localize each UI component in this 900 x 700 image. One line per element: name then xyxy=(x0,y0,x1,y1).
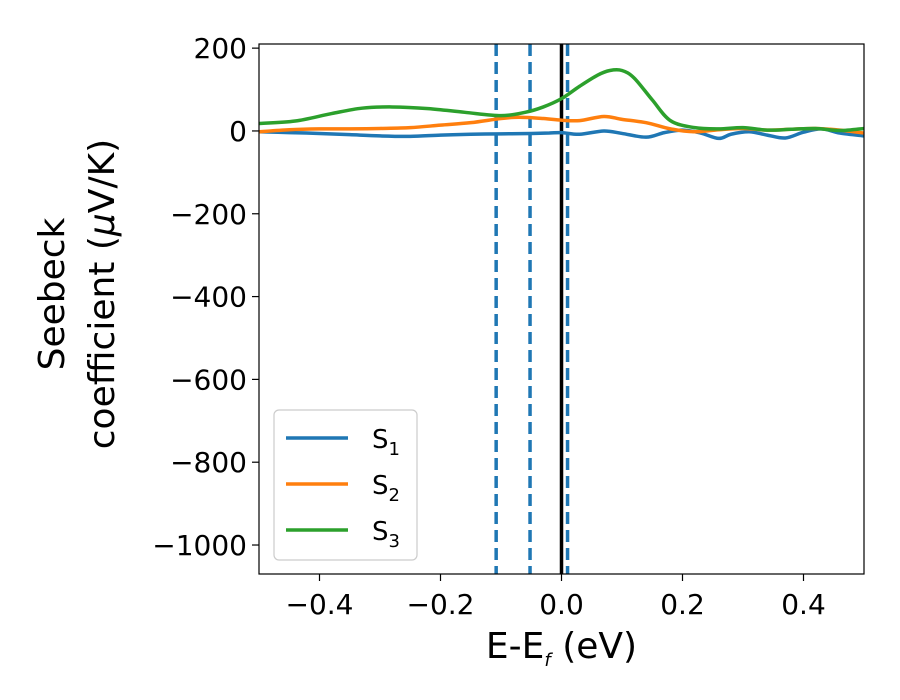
y-tick-label: −1000 xyxy=(152,529,247,562)
y-tick-label: −800 xyxy=(170,446,247,479)
series-lines xyxy=(259,68,864,141)
legend-label-s3: S3 xyxy=(372,517,400,552)
series-line-s1 xyxy=(259,127,864,141)
x-tick-label: −0.2 xyxy=(407,588,475,621)
x-tick-label: 0.0 xyxy=(539,588,584,621)
x-axis-label-sub: f xyxy=(544,650,553,671)
x-axis-label-tail: (eV) xyxy=(551,626,637,667)
y-tick-label: −200 xyxy=(170,198,247,231)
y-tick-label: 200 xyxy=(194,32,247,65)
y-axis-label-prefix: coefficient ( xyxy=(82,236,123,449)
legend-label-sub: 3 xyxy=(389,531,400,552)
legend-label-s2: S2 xyxy=(372,471,400,506)
y-axis-ticks: 200 0 −200 −400 −600 −800 −1000 xyxy=(152,32,259,562)
y-axis-label: Seebeck coefficient (μV/K) xyxy=(32,139,123,449)
legend-label-main: S xyxy=(372,517,389,547)
legend-label-sub: 2 xyxy=(389,485,400,506)
y-axis-label-line1: Seebeck xyxy=(32,217,73,370)
legend-label-sub: 1 xyxy=(389,439,400,460)
x-axis-label: E-Ef (eV) xyxy=(486,626,637,671)
y-tick-label: −400 xyxy=(170,281,247,314)
y-tick-label: 0 xyxy=(229,115,247,148)
x-axis-label-main: E-E xyxy=(486,626,544,667)
legend-label-main: S xyxy=(372,425,389,455)
x-tick-label: 0.4 xyxy=(781,588,826,621)
series-line-s3 xyxy=(259,68,864,133)
x-axis-ticks: −0.4 −0.2 0.0 0.2 0.4 xyxy=(286,574,826,621)
x-tick-label: −0.4 xyxy=(286,588,354,621)
y-axis-label-line2: coefficient (μV/K) xyxy=(82,139,123,449)
vertical-reference-lines xyxy=(494,44,570,574)
legend-label-s1: S1 xyxy=(372,425,400,460)
y-axis-label-suffix: V/K) xyxy=(82,139,123,213)
y-axis-label-mu: μ xyxy=(82,213,123,237)
y-tick-label: −600 xyxy=(170,363,247,396)
x-tick-label: 0.2 xyxy=(660,588,705,621)
legend-label-main: S xyxy=(372,471,389,501)
